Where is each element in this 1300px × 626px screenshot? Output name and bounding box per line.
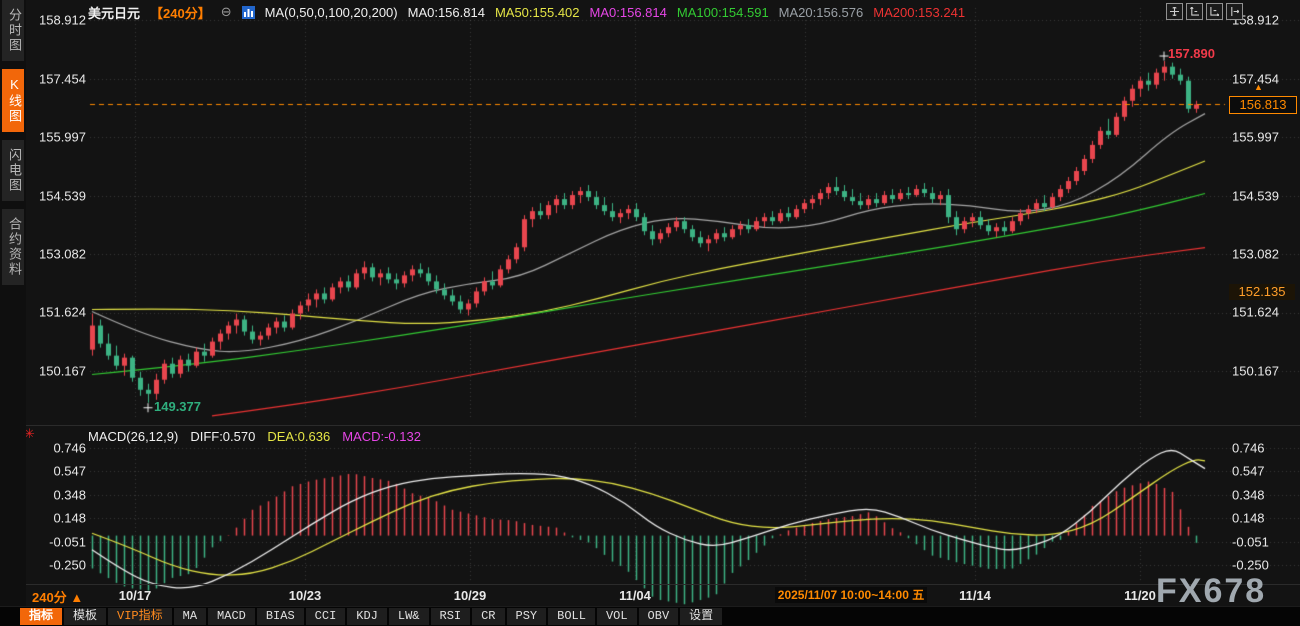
- macd-axis-label: 0.348: [53, 487, 86, 503]
- chart-type-icon: [241, 5, 255, 19]
- shift-right-icon[interactable]: [1226, 3, 1243, 20]
- price-axis-label: 157.454: [39, 71, 86, 87]
- zoom-out-icon[interactable]: ⊖: [220, 4, 232, 19]
- tab-kdj[interactable]: KDJ: [347, 608, 387, 625]
- price-axis-label: 150.167: [1232, 363, 1279, 379]
- sidebar-item-kline-chart[interactable]: K线图: [2, 69, 24, 132]
- time-axis-divider: [26, 584, 1300, 585]
- indicator-toolbar: 指标 模板 VIP指标 MA MACD BIAS CCI KDJ LW& RSI…: [0, 606, 1300, 626]
- time-tick-label: 11/04: [619, 588, 651, 603]
- ma100-value: MA100:154.591: [676, 4, 769, 20]
- macd-axis-label: 0.148: [53, 510, 86, 526]
- chart-header: 美元日元 【240分】 ⊖ MA(0,50,0,100,20,200) MA0:…: [88, 3, 965, 21]
- tab-cci[interactable]: CCI: [305, 608, 346, 625]
- ma50-value: MA50:155.402: [494, 4, 580, 20]
- period-arrow-icon: ▲: [70, 590, 84, 605]
- price-axis-label: 155.997: [1232, 129, 1279, 145]
- tab-ma[interactable]: MA: [173, 608, 207, 625]
- price-axis-label: 158.912: [1232, 12, 1279, 28]
- time-tick-label: 11/14: [959, 588, 991, 603]
- macd-macd-value: MACD:-0.132: [342, 429, 421, 444]
- panel-divider: [26, 425, 1300, 426]
- price-axis-label: 154.539: [39, 188, 86, 204]
- price-axis-label: 153.082: [39, 246, 86, 262]
- selected-bar-time-badge: 2025/11/07 10:00~14:00 五: [775, 587, 927, 603]
- sidebar-item-contract-info[interactable]: 合约资料: [2, 209, 24, 285]
- low-price-annotation: 149.377: [154, 399, 201, 414]
- fx678-watermark: FX678: [1156, 572, 1267, 610]
- tab-vip-indicator[interactable]: VIP指标: [108, 608, 172, 625]
- ma0-value: MA0:156.814: [407, 4, 485, 20]
- period-label: 【240分】: [150, 5, 211, 21]
- macd-diff-value: DIFF:0.570: [190, 429, 256, 444]
- price-axis-label: 155.997: [39, 129, 86, 145]
- price-axis-label: 150.167: [39, 363, 86, 379]
- macd-axis-label: 0.148: [1232, 510, 1265, 526]
- tab-template[interactable]: 模板: [64, 608, 107, 625]
- time-tick-label: 10/23: [288, 588, 322, 603]
- sidebar-item-time-chart[interactable]: 分时图: [2, 0, 24, 61]
- ma20-value: MA20:156.576: [778, 4, 864, 20]
- macd-axis-label: -0.051: [49, 534, 86, 550]
- ma0-secondary-value: MA0:156.814: [589, 4, 667, 20]
- time-tick-label: 10/29: [453, 588, 487, 603]
- tab-rsi[interactable]: RSI: [430, 608, 471, 625]
- macd-axis-label: 0.547: [53, 463, 86, 479]
- macd-axis-label: 0.348: [1232, 487, 1265, 503]
- ma-settings-label: MA(0,50,0,100,20,200): [264, 4, 398, 20]
- tab-indicator[interactable]: 指标: [20, 608, 63, 625]
- price-axis-label: 158.912: [39, 12, 86, 28]
- price-axis-label: 154.539: [1232, 188, 1279, 204]
- period-selector[interactable]: 240分 ▲: [32, 590, 84, 605]
- tab-macd[interactable]: MACD: [208, 608, 255, 625]
- axis-zoom-horizontal-icon[interactable]: [1206, 3, 1223, 20]
- chart-type-sidebar: 分时图 K线图 闪电图 合约资料: [0, 0, 26, 606]
- time-tick-label: 11/20: [1124, 588, 1156, 603]
- macd-title: MACD(26,12,9): [88, 429, 179, 444]
- secondary-price-badge: 152.135: [1229, 284, 1295, 300]
- macd-settings-icon[interactable]: ✳: [24, 426, 35, 441]
- chart-pan-icon[interactable]: [1166, 3, 1183, 20]
- sidebar-item-lightning-chart[interactable]: 闪电图: [2, 140, 24, 201]
- macd-axis-label: -0.051: [1232, 534, 1269, 550]
- high-price-annotation: 157.890: [1168, 46, 1215, 61]
- tab-vol[interactable]: VOL: [596, 608, 637, 625]
- price-axis-label: 157.454: [1232, 71, 1279, 87]
- price-axis-label: 151.624: [39, 304, 86, 320]
- current-price-arrow-icon: ▲: [1254, 82, 1263, 92]
- tab-psy[interactable]: PSY: [506, 608, 547, 625]
- chart-tools: [1166, 3, 1243, 20]
- macd-axis-label: -0.250: [1232, 557, 1269, 573]
- price-axis-label: 153.082: [1232, 246, 1279, 262]
- macd-axis-label: 0.547: [1232, 463, 1265, 479]
- macd-dea-value: DEA:0.636: [267, 429, 331, 444]
- macd-axis-label: 0.746: [53, 440, 86, 456]
- tab-cr[interactable]: CR: [472, 608, 505, 625]
- macd-header: MACD(26,12,9) DIFF:0.570 DEA:0.636 MACD:…: [88, 429, 421, 444]
- tab-bias[interactable]: BIAS: [256, 608, 304, 625]
- axis-zoom-vertical-icon[interactable]: [1186, 3, 1203, 20]
- tab-obv[interactable]: OBV: [638, 608, 679, 625]
- price-axis-label: 151.624: [1232, 304, 1279, 320]
- time-tick-label: 10/17: [118, 588, 152, 603]
- ma200-value: MA200:153.241: [873, 4, 966, 20]
- macd-axis-label: 0.746: [1232, 440, 1265, 456]
- current-price-badge: 156.813: [1229, 96, 1297, 114]
- time-axis: 240分 ▲ 10/17 10/23 10/29 11/04 2025/11/0…: [0, 585, 1300, 606]
- tab-settings[interactable]: 设置: [680, 608, 723, 625]
- tab-boll[interactable]: BOLL: [548, 608, 595, 625]
- macd-axis-label: -0.250: [49, 557, 86, 573]
- tab-lw[interactable]: LW&: [388, 608, 429, 625]
- symbol-title: 美元日元: [88, 5, 141, 21]
